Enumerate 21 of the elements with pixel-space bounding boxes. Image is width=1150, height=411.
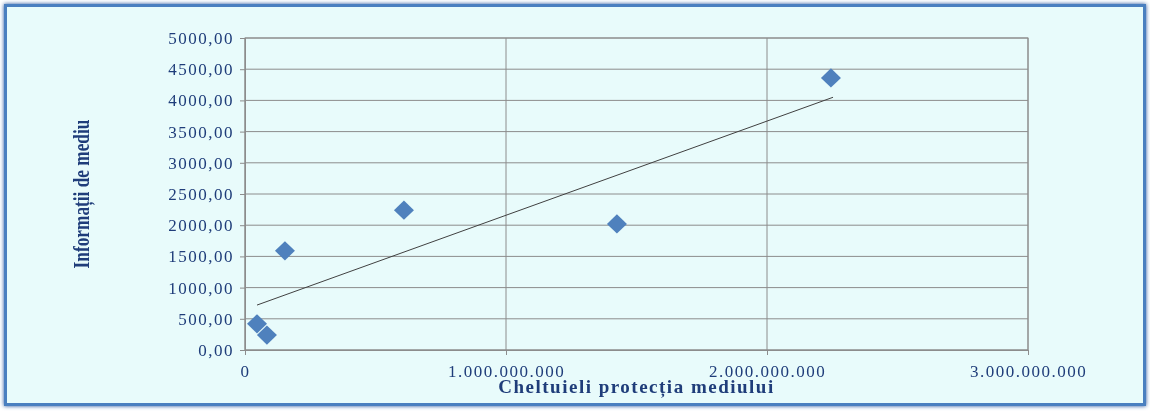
y-tick-label: 3000,00 xyxy=(168,153,234,173)
y-tick-label: 1500,00 xyxy=(168,247,234,267)
point xyxy=(256,325,277,345)
point xyxy=(274,241,295,261)
y-tick-label: 0,00 xyxy=(198,340,234,360)
point xyxy=(820,68,841,88)
y-tick-label: 1000,00 xyxy=(168,278,234,298)
x-axis-title: Cheltuieli protecția mediului xyxy=(498,376,775,398)
point xyxy=(247,314,267,334)
y-tick-label: 4500,00 xyxy=(168,60,234,80)
y-tick-label: 3500,00 xyxy=(168,122,234,142)
y-tick-label: 5000,00 xyxy=(168,28,234,48)
y-axis-title: Informații de mediu xyxy=(67,119,96,269)
x-tick-label: 3.000.000.000 xyxy=(969,362,1088,382)
point xyxy=(606,214,627,234)
x-tick-label: 0 xyxy=(240,362,251,382)
y-tick-label: 500,00 xyxy=(178,309,234,329)
y-tick-label: 2500,00 xyxy=(168,184,234,204)
y-tick-label: 4000,00 xyxy=(168,91,234,111)
point xyxy=(393,200,414,220)
y-tick-label: 2000,00 xyxy=(168,216,234,236)
